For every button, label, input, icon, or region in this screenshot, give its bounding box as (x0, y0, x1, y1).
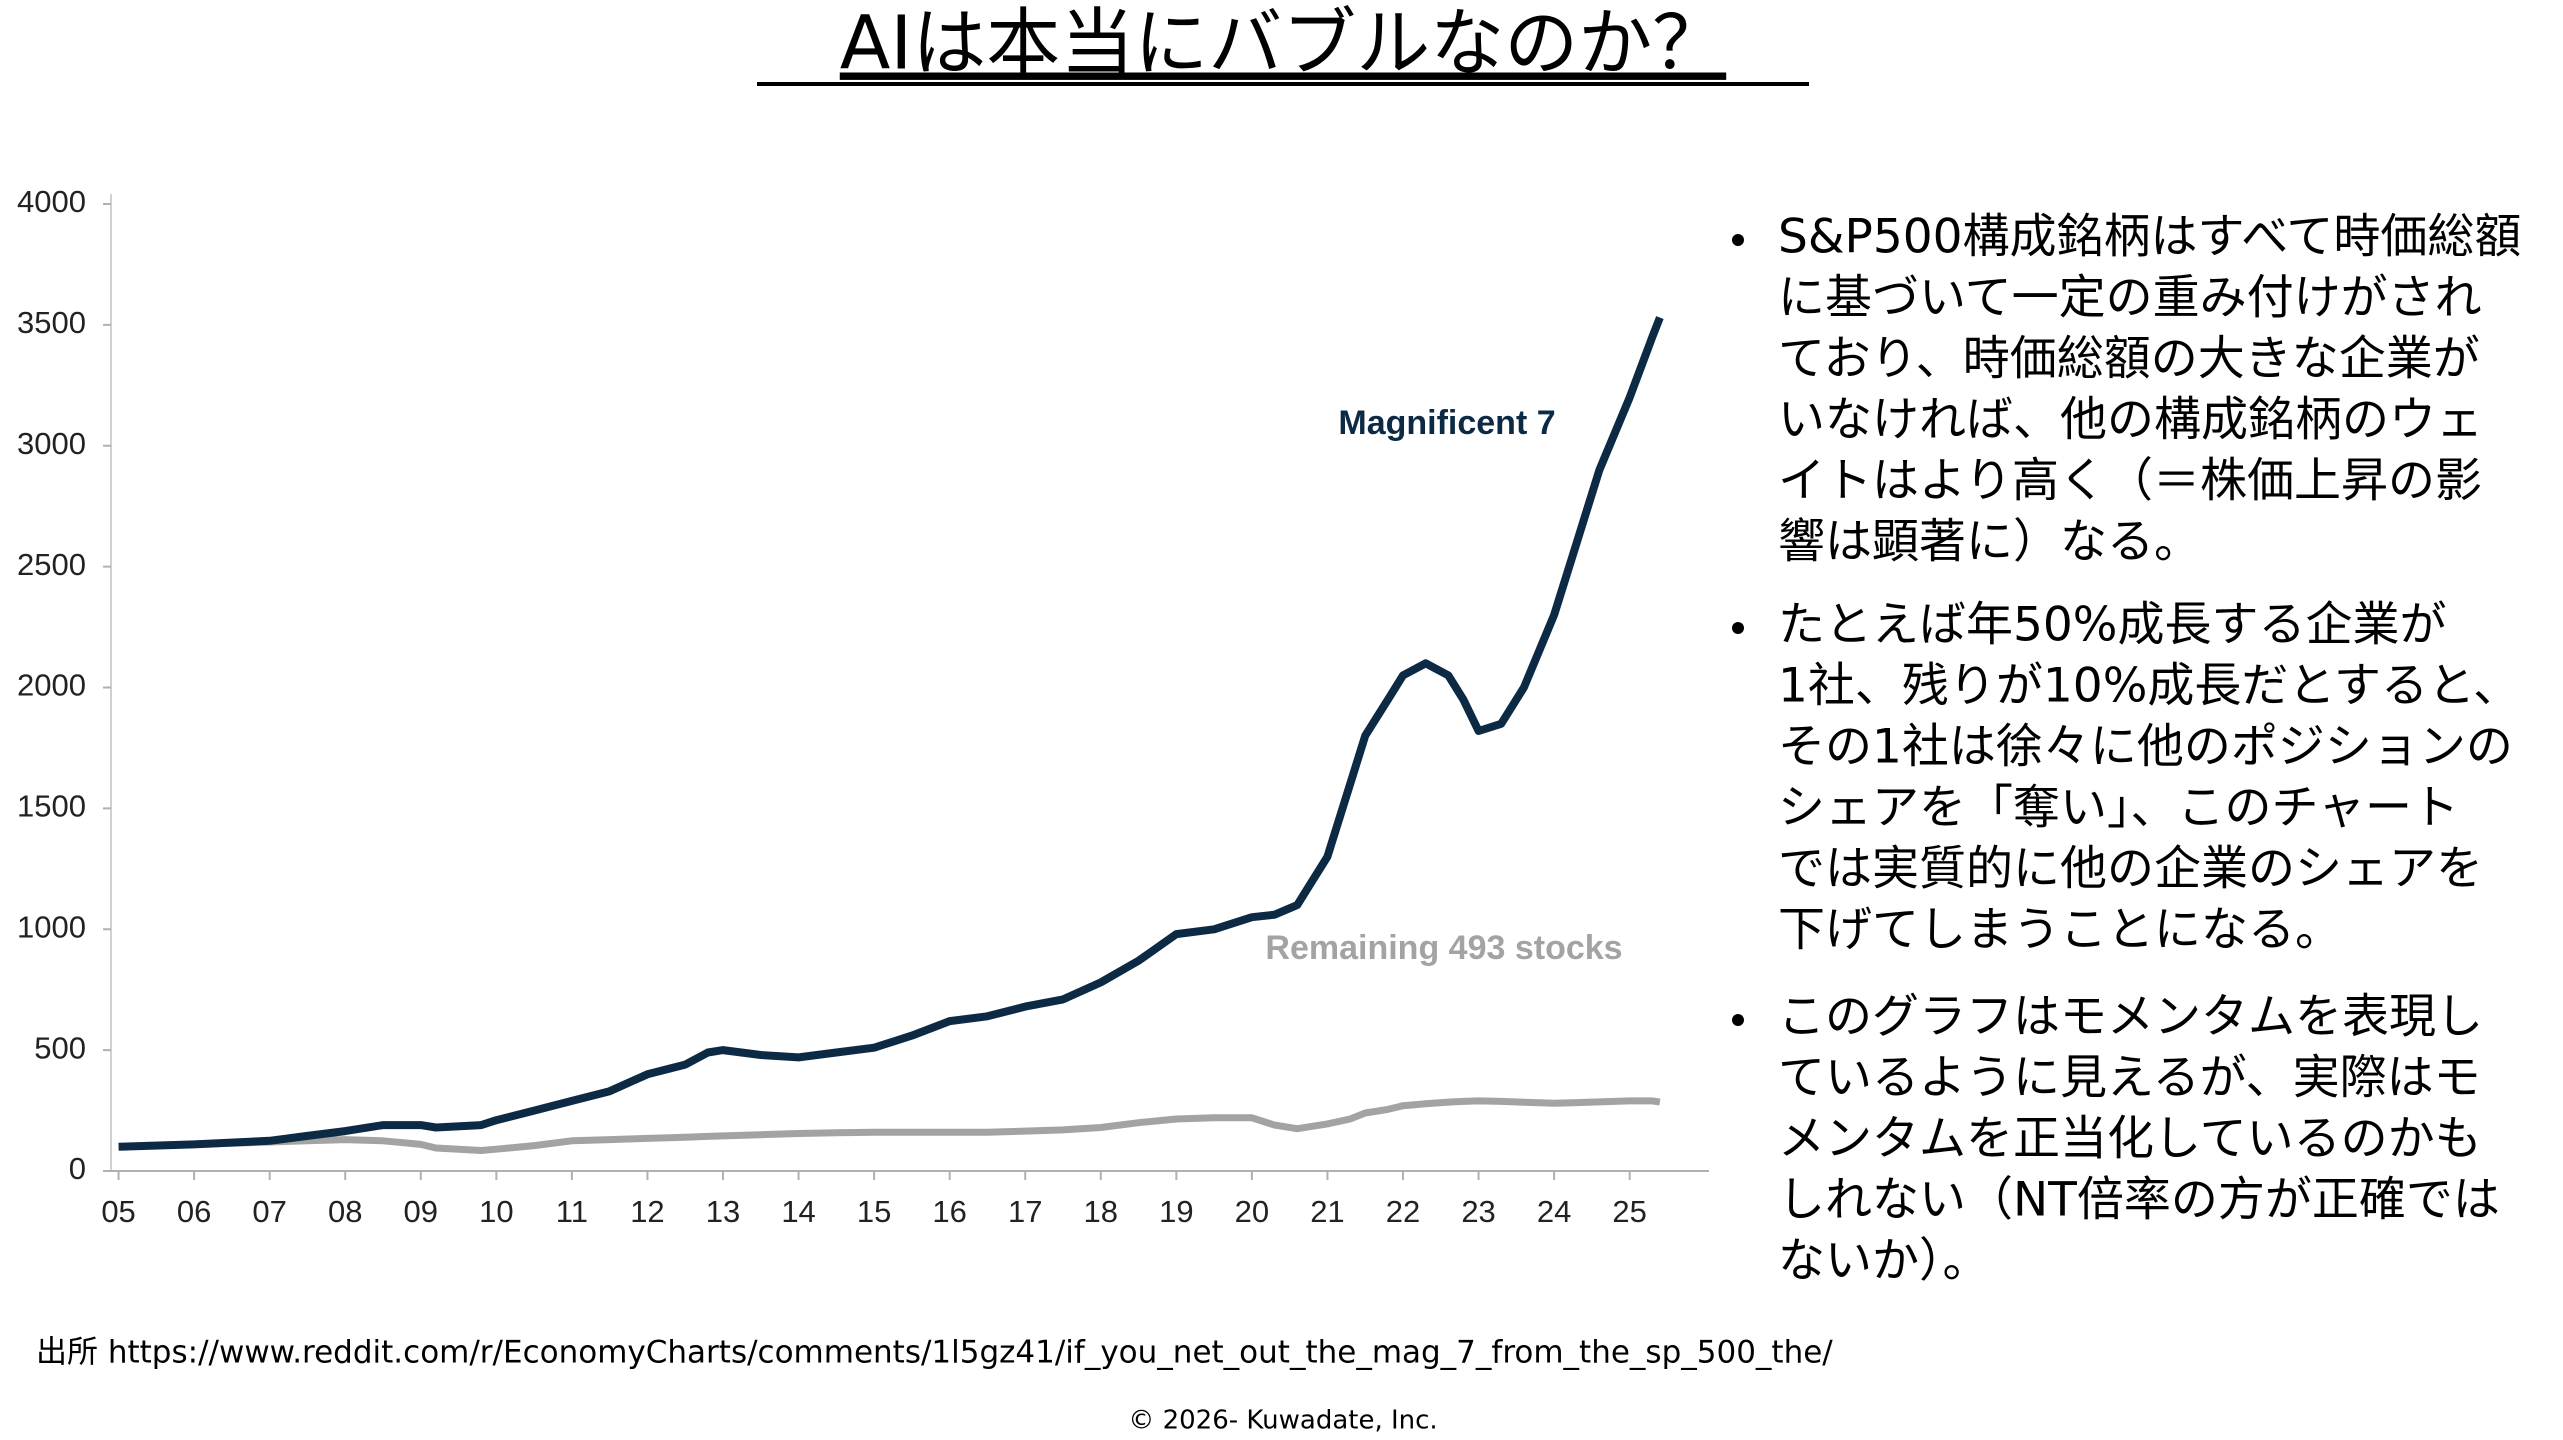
bullet-text: その1社は徐々に他のポジションの (1778, 720, 2513, 775)
bullet-dot (1732, 622, 1744, 634)
slide-title: AIは本当にバブルなのか？ (840, 1, 1726, 87)
bullet-text: いなければ、他の構成銘柄のウェ (1778, 393, 2483, 448)
bullet-text: S&P500構成銘柄はすべて時価総額 (1778, 210, 2521, 265)
x-tick-label: 06 (177, 1194, 211, 1229)
bullet-text: に基づいて一定の重み付けがされ (1778, 271, 2482, 326)
x-tick-label: 20 (1235, 1194, 1269, 1229)
y-tick-label: 4000 (17, 184, 86, 219)
bullet-text: ており、時価総額の大きな企業が (1778, 332, 2480, 387)
bullet-text: ているように見えるが、実際はモ (1778, 1051, 2481, 1106)
x-tick-label: 08 (328, 1194, 362, 1229)
x-tick-label: 09 (404, 1194, 438, 1229)
x-tick-label: 11 (556, 1194, 588, 1229)
source: 出所 https://www.reddit.com/r/EconomyChart… (36, 1335, 1833, 1371)
copyright: © 2026- Kuwadate, Inc. (1128, 1406, 1437, 1436)
bullet-text: 下げてしまうことになる。 (1778, 903, 2342, 958)
y-tick-label: 2000 (17, 668, 86, 703)
bullet-text: では実質的に他の企業のシェアを (1778, 842, 2483, 897)
bullet-text: たとえば年50%成長する企業が (1778, 598, 2446, 653)
y-tick-label: 1000 (17, 909, 86, 944)
bullet-text: 1社、残りが10%成長だとすると、 (1778, 659, 2520, 714)
x-tick-label: 21 (1310, 1194, 1344, 1229)
x-tick-label: 05 (101, 1194, 135, 1229)
x-tick-label: 10 (479, 1194, 513, 1229)
bullet-text: シェアを「奪い」、このチャート (1778, 781, 2459, 836)
y-tick-label: 3500 (17, 305, 86, 340)
x-tick-label: 18 (1084, 1194, 1118, 1229)
x-tick-label: 22 (1386, 1194, 1420, 1229)
x-tick-label: 16 (932, 1194, 966, 1229)
x-tick-label: 13 (706, 1194, 740, 1229)
series-line (118, 1097, 1661, 1154)
x-tick-label: 12 (630, 1194, 664, 1229)
x-tick-label: 07 (252, 1194, 286, 1229)
series-line (118, 316, 1664, 1151)
bullet-text: このグラフはモメンタムを表現し (1778, 990, 2483, 1045)
y-tick-label: 2500 (17, 547, 86, 582)
bullet-text: イトはより高く（＝株価上昇の影 (1778, 454, 2482, 509)
x-tick-label: 17 (1008, 1194, 1042, 1229)
x-tick-label: 14 (781, 1194, 815, 1229)
bullet-text: しれない（NT倍率の方が正確では (1778, 1173, 2500, 1228)
y-tick-label: 1500 (17, 789, 86, 824)
bullet-text: 響は顕著に）なる。 (1778, 515, 2201, 570)
bullet-dot (1732, 234, 1744, 246)
x-tick-label: 23 (1461, 1194, 1495, 1229)
bullet-dot (1732, 1014, 1744, 1026)
x-tick-label: 19 (1159, 1194, 1193, 1229)
x-tick-label: 15 (857, 1194, 891, 1229)
x-tick-label: 25 (1612, 1194, 1646, 1229)
bullet-text: メンタムを正当化しているのかも (1778, 1112, 2482, 1167)
bullet-text: ないか）。 (1778, 1234, 1990, 1289)
x-tick-label: 24 (1537, 1194, 1571, 1229)
y-tick-label: 3000 (17, 426, 86, 461)
series-label: Remaining 493 stocks (1265, 929, 1622, 967)
y-tick-label: 0 (69, 1151, 86, 1186)
series-label: Magnificent 7 (1338, 404, 1555, 442)
y-tick-label: 500 (34, 1030, 86, 1065)
